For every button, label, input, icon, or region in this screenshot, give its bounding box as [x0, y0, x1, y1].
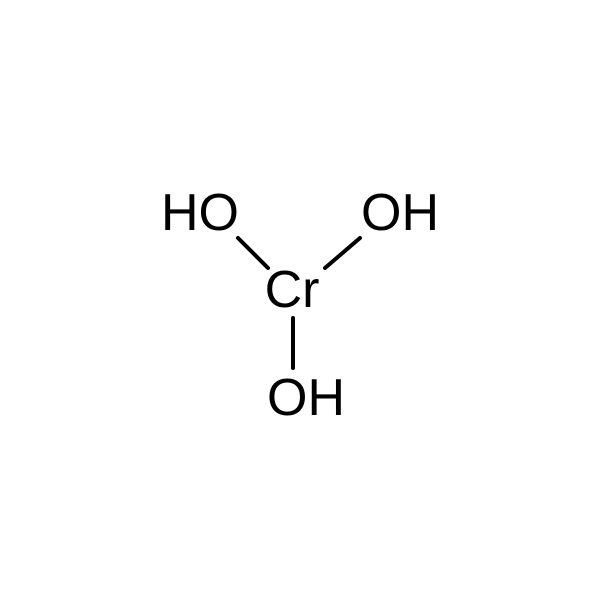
atom-bottom: OH — [267, 368, 345, 428]
bond-top-right — [325, 238, 360, 268]
atom-top-right: OH — [361, 183, 439, 243]
chemical-structure-diagram: Cr HO OH OH — [0, 0, 600, 600]
atom-top-left: HO — [161, 183, 239, 243]
atom-center: Cr — [265, 260, 320, 320]
bond-top-left — [238, 238, 268, 268]
